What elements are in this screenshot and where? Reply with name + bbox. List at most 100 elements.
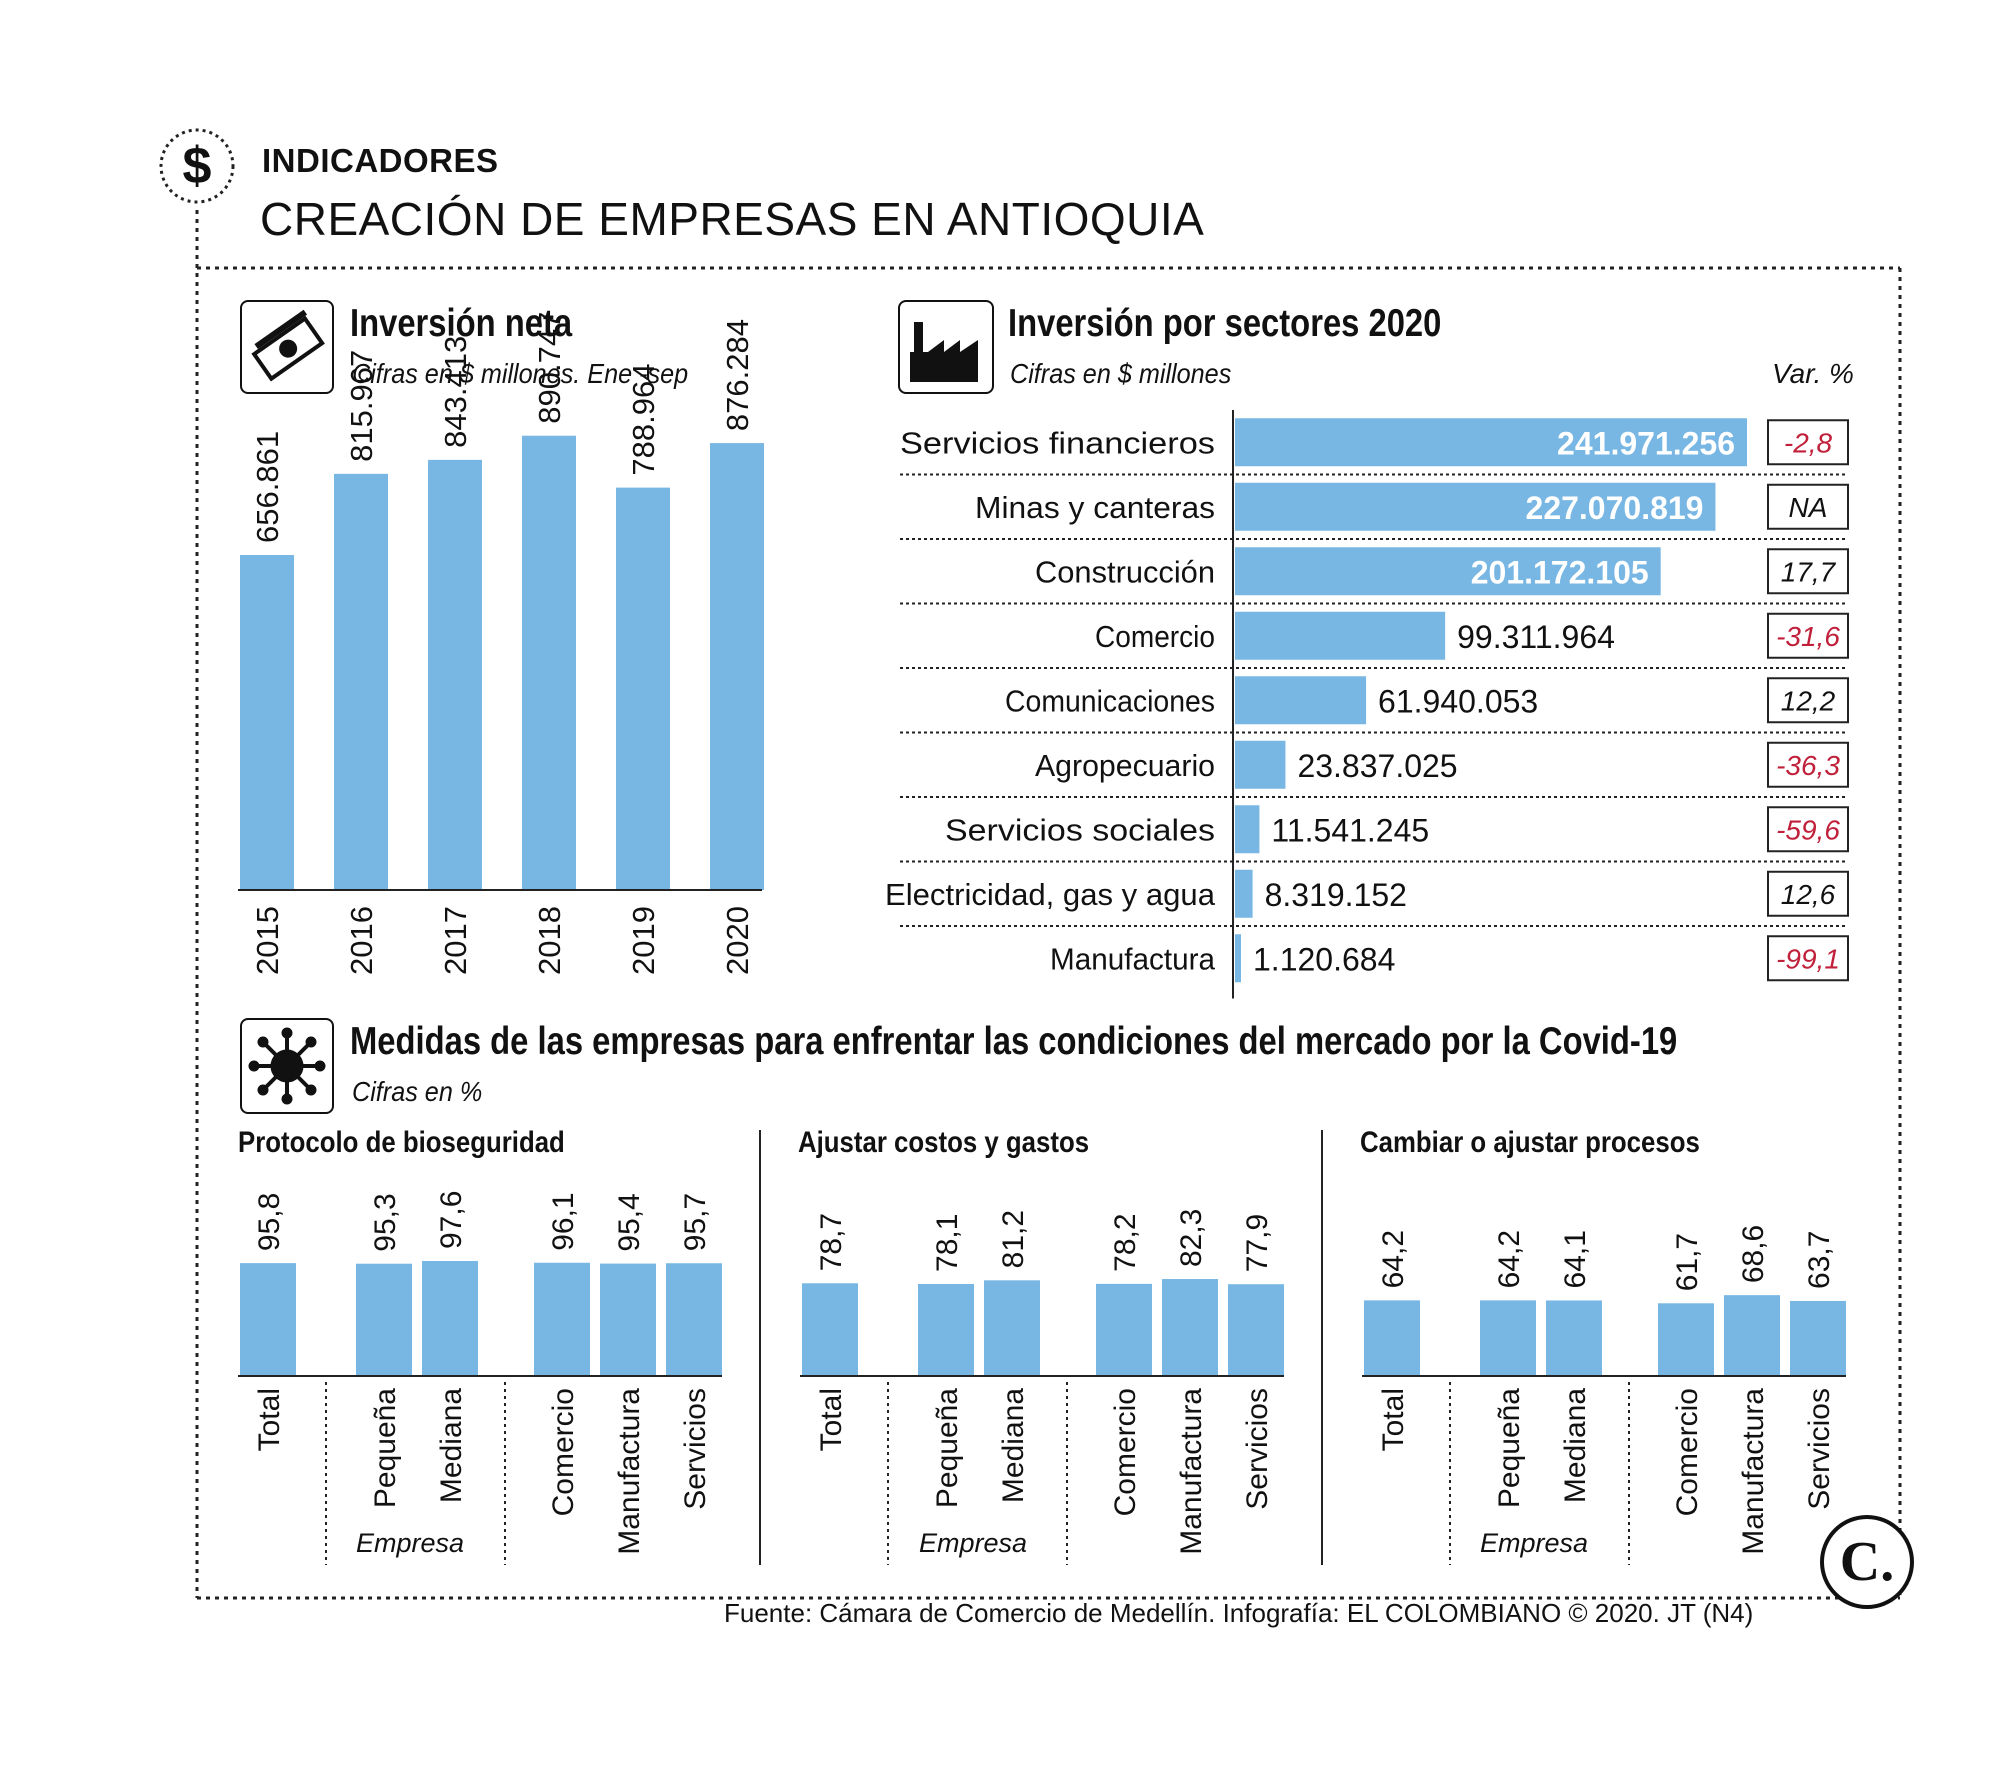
x-tick-label: Servicios: [1803, 1388, 1836, 1510]
var-value: -2,8: [1784, 427, 1833, 458]
sector-value-label: 8.319.152: [1265, 877, 1407, 913]
x-tick-label: Comercio: [1671, 1388, 1704, 1516]
x-tick-label: Mediana: [997, 1388, 1030, 1503]
x-tick-label: Pequeña: [1493, 1388, 1526, 1508]
bar-value-label: 95,7: [679, 1193, 712, 1251]
sector-label: Electricidad, gas y agua: [885, 877, 1216, 912]
x-tick-label: Manufactura: [613, 1388, 646, 1555]
bar-pequeña: [918, 1283, 974, 1376]
bar-value-label: 97,6: [435, 1191, 468, 1249]
protocolo-chart: 95,8 Total 95,3 Pequeña 97,6 Mediana 96,1 Comer…: [238, 1191, 722, 1565]
bar-total: [240, 1263, 296, 1376]
virus-icon: [240, 1018, 334, 1114]
bar-2018: [522, 435, 576, 890]
bar-mediana: [1546, 1300, 1602, 1376]
sector-bar: [1235, 676, 1367, 725]
empresa-label-procesos: Empresa: [1479, 1528, 1589, 1558]
x-tick-label: Mediana: [435, 1388, 468, 1503]
var-value: NA: [1789, 492, 1828, 523]
sector-bar: [1235, 869, 1253, 918]
sector-bar: [1235, 934, 1241, 983]
x-tick-label: Mediana: [1559, 1388, 1592, 1503]
var-value: 12,2: [1781, 685, 1836, 716]
x-tick-label: 2016: [344, 906, 379, 975]
money-icon: [240, 300, 334, 394]
x-tick-label: 2019: [626, 906, 661, 975]
bar-value-label: 68,6: [1737, 1225, 1770, 1283]
sector-bar: [1235, 611, 1446, 660]
bar-total: [802, 1283, 858, 1376]
frame: [195, 210, 1902, 1600]
bar-value-label: 63,7: [1803, 1231, 1836, 1289]
protocolo-title: Protocolo de bioseguridad: [238, 1126, 565, 1159]
page-title: CREACIÓN DE EMPRESAS EN ANTIOQUIA: [260, 193, 1205, 245]
bar-total: [1364, 1300, 1420, 1376]
var-box: [1767, 935, 1849, 982]
sector-label: Servicios financieros: [900, 425, 1215, 460]
bar-value-label: 64,2: [1377, 1230, 1410, 1288]
inversion-neta-title: Inversión neta: [350, 302, 573, 345]
logo-letter: C.: [1839, 1531, 1895, 1593]
bar-2016: [334, 473, 388, 890]
var-value: -36,3: [1776, 750, 1840, 781]
sector-label: Comunicaciones: [1005, 683, 1215, 718]
sector-value-label: 201.172.105: [1471, 554, 1649, 590]
var-value: -31,6: [1776, 621, 1840, 652]
sector-label: Agropecuario: [1035, 748, 1215, 783]
var-header: Var. %: [1772, 358, 1854, 389]
bar-2015: [240, 555, 294, 890]
bar-value-label: 81,2: [997, 1210, 1030, 1268]
section-kicker: INDICADORES: [262, 142, 499, 179]
x-tick-label: Pequeña: [369, 1388, 402, 1508]
bar-comercio: [1096, 1283, 1152, 1376]
costos-title: Ajustar costos y gastos: [798, 1126, 1090, 1159]
x-tick-label: 2020: [720, 906, 755, 975]
sector-value-label: 23.837.025: [1297, 748, 1457, 784]
bar-mediana: [422, 1261, 478, 1376]
sector-bar: [1235, 805, 1260, 854]
bar-servicios: [1790, 1300, 1846, 1376]
sector-label: Construcción: [1035, 554, 1215, 589]
bar-value-label: 876.284: [720, 319, 755, 431]
empresa-label-costos: Empresa: [918, 1528, 1028, 1558]
bar-comercio: [534, 1262, 590, 1376]
var-box: [1767, 483, 1849, 530]
bar-value-label: 64,1: [1559, 1230, 1592, 1288]
bar-value-label: 815.967: [344, 350, 379, 462]
inversion-sectores-subtitle: Cifras en $ millones: [1010, 358, 1232, 389]
x-tick-label: 2015: [250, 906, 285, 975]
bar-servicios: [1228, 1284, 1284, 1376]
var-box: [1767, 419, 1849, 466]
x-tick-label: Total: [1377, 1388, 1410, 1451]
x-tick-label: Manufactura: [1737, 1388, 1770, 1555]
el-colombiano-logo: C.: [1820, 1515, 1914, 1609]
bar-value-label: 64,2: [1493, 1230, 1526, 1288]
var-value: -99,1: [1776, 943, 1840, 974]
bar-value-label: 78,2: [1109, 1213, 1142, 1271]
bar-value-label: 95,4: [613, 1193, 646, 1251]
x-tick-label: Servicios: [1241, 1388, 1274, 1510]
inversion-sectores-title: Inversión por sectores 2020: [1008, 302, 1442, 345]
inversion-sectores-chart: Servicios financieros 241.971.256 -2,8 Mina…: [885, 410, 1849, 999]
sector-value-label: 241.971.256: [1557, 425, 1735, 461]
sector-label: Comercio: [1095, 619, 1215, 654]
var-box: [1767, 677, 1849, 724]
bar-pequeña: [1480, 1300, 1536, 1376]
dollar-badge-icon: $: [159, 128, 235, 204]
bar-value-label: 78,1: [931, 1214, 964, 1272]
svg-text:$: $: [183, 137, 212, 195]
var-value: 12,6: [1781, 879, 1836, 910]
bar-servicios: [666, 1263, 722, 1376]
inversion-neta-subtitle: Cifras en $ millones. Ene -sep: [352, 358, 689, 389]
var-value: -59,6: [1776, 814, 1840, 845]
source-note: Fuente: Cámara de Comercio de Medellín. …: [724, 1598, 1754, 1628]
sector-label: Servicios sociales: [945, 812, 1215, 847]
var-box: [1767, 870, 1849, 917]
bar-manufactura: [1162, 1279, 1218, 1376]
bar-value-label: 890.747: [532, 312, 567, 424]
empresa-label-protocolo: Empresa: [355, 1528, 465, 1558]
bar-value-label: 656.861: [250, 431, 285, 543]
bar-pequeña: [356, 1263, 412, 1376]
bar-comercio: [1658, 1303, 1714, 1376]
sector-value-label: 99.311.964: [1457, 619, 1615, 655]
